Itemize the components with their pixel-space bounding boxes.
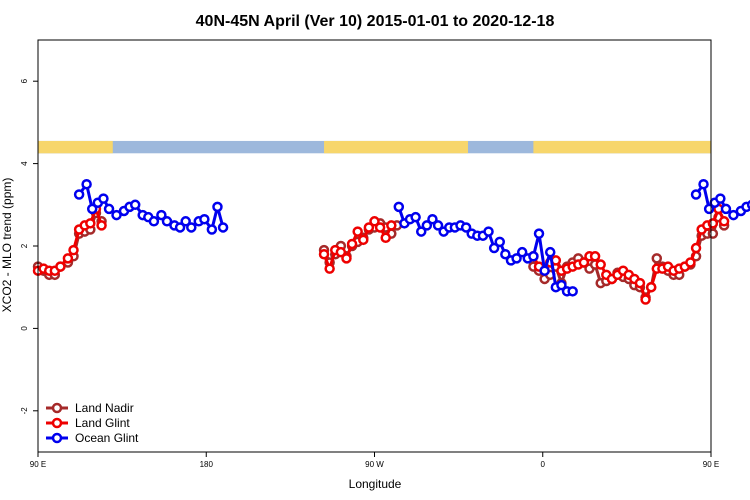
legend-label: Land Nadir <box>75 401 134 415</box>
x-tick-label: 90 W <box>365 460 384 469</box>
data-point <box>86 203 98 215</box>
data-point <box>685 257 696 268</box>
y-tick-label: -2 <box>20 407 29 415</box>
data-point <box>556 279 567 291</box>
y-axis-label: XCO2 - MLO trend (ppm) <box>0 178 14 313</box>
legend-marker <box>51 417 63 429</box>
data-point <box>528 251 539 262</box>
data-point <box>511 253 522 264</box>
data-point <box>318 248 330 260</box>
land-bar-span <box>533 140 711 154</box>
land-bar-span <box>324 140 468 154</box>
data-point <box>186 222 197 233</box>
land-bar-span <box>38 140 113 154</box>
plot-area: 90 E 180 90 W 0 90 E -2 0 2 4 6 <box>20 39 750 469</box>
data-point <box>180 216 191 227</box>
plot-frame <box>37 39 712 453</box>
data-point <box>81 178 92 190</box>
data-point <box>363 222 375 233</box>
data-point <box>500 248 511 260</box>
data-point <box>217 222 229 233</box>
data-point <box>516 246 528 258</box>
data-point <box>393 201 405 213</box>
data-point <box>589 251 601 262</box>
data-point <box>148 216 160 227</box>
data-point <box>369 216 380 227</box>
data-point <box>111 209 122 221</box>
data-point <box>567 286 578 297</box>
data-point <box>533 228 545 239</box>
data-point <box>199 213 210 225</box>
legend-label: Land Glint <box>75 416 130 430</box>
data-point <box>539 265 550 276</box>
data-point <box>212 201 223 213</box>
data-point <box>156 209 167 221</box>
data-point <box>161 216 173 227</box>
data-point <box>645 281 657 293</box>
data-point <box>129 199 141 211</box>
data-point <box>715 193 726 204</box>
data-point <box>640 294 651 305</box>
data-point <box>698 178 709 190</box>
legend-label: Ocean Glint <box>75 431 139 445</box>
data-point <box>346 238 358 250</box>
data-point <box>707 228 719 239</box>
data-point <box>578 257 590 268</box>
x-tick-label: 180 <box>200 460 214 469</box>
data-point <box>410 211 421 223</box>
data-point <box>728 209 739 221</box>
chart-title: 40N-45N April (Ver 10) 2015-01-01 to 202… <box>196 13 555 30</box>
data-point <box>335 246 347 258</box>
data-point <box>432 220 444 231</box>
x-axis-label: Longitude <box>349 477 402 491</box>
y-tick-label: 6 <box>20 78 29 83</box>
data-point <box>358 234 369 246</box>
data-point <box>720 203 732 215</box>
data-point <box>206 224 218 235</box>
x-tick-label: 0 <box>541 460 546 469</box>
data-point <box>634 277 646 289</box>
legend-marker <box>51 402 63 414</box>
data-point <box>460 222 472 233</box>
data-point <box>96 220 107 231</box>
data-point <box>651 253 663 264</box>
data-point <box>386 220 397 231</box>
data-point <box>55 261 66 272</box>
data-point <box>85 218 96 229</box>
data-point <box>73 189 85 200</box>
data-point <box>690 242 702 254</box>
data-point <box>707 218 719 229</box>
y-tick-label: 0 <box>20 326 29 331</box>
data-point <box>374 222 386 233</box>
data-point <box>718 216 730 227</box>
data-point <box>380 232 391 244</box>
data-point <box>98 193 109 204</box>
y-tick-label: 2 <box>20 243 29 248</box>
data-point <box>488 242 500 254</box>
data-point <box>174 222 186 233</box>
data-point <box>324 263 335 274</box>
x-tick-label: 90 E <box>703 460 719 469</box>
data-point <box>427 213 438 225</box>
data-point <box>103 203 115 215</box>
data-point <box>415 226 427 237</box>
data-point <box>352 226 363 237</box>
data-point <box>341 253 352 264</box>
data-point <box>421 220 433 231</box>
data-point <box>690 189 702 200</box>
data-point <box>62 253 74 264</box>
data-point <box>544 246 556 258</box>
x-tick-label: 90 E <box>30 460 46 469</box>
y-tick-label: 4 <box>20 161 29 166</box>
data-point <box>595 259 606 270</box>
legend-marker <box>51 432 63 444</box>
data-point <box>494 236 506 248</box>
data-point <box>68 244 79 256</box>
data-point <box>483 226 494 237</box>
